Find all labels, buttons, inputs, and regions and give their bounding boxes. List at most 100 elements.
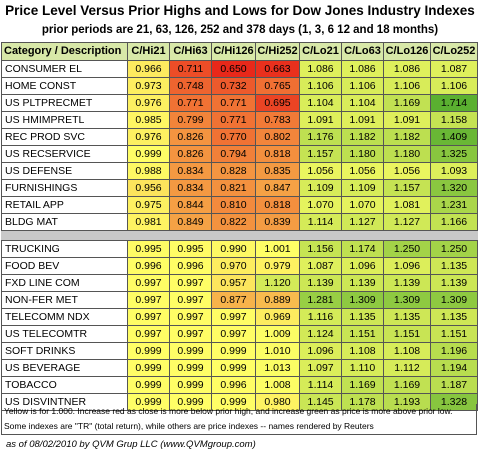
row-value-cell: 1.157 (299, 145, 342, 163)
row-value-cell: 1.056 (299, 162, 342, 180)
row-value-cell: 0.783 (255, 111, 300, 129)
row-value-cell: 1.109 (299, 179, 342, 197)
header-c-hi63: C/Hi63 (169, 42, 212, 61)
row-value-cell: 1.001 (255, 240, 300, 258)
row-value-cell: 0.839 (255, 213, 300, 231)
header-c-lo21: C/Lo21 (299, 42, 342, 61)
row-category: US BEVERAGE (1, 359, 128, 377)
row-value-cell: 1.114 (299, 376, 342, 394)
row-value-cell: 0.981 (127, 213, 170, 231)
table-row: TRUCKING 0.995 0.995 0.990 1.001 1.156 1.174 1.… (1, 240, 478, 258)
row-value-cell: 0.770 (211, 128, 256, 146)
row-value-cell: 1.176 (299, 128, 342, 146)
row-value-cell: 0.650 (211, 60, 256, 78)
row-value-cell: 0.988 (127, 162, 170, 180)
row-value-cell: 0.999 (127, 342, 170, 360)
row-value-cell: 1.328 (430, 393, 478, 411)
row-value-cell: 0.834 (169, 179, 212, 197)
row-value-cell: 0.996 (169, 257, 212, 275)
row-value-cell: 1.070 (341, 196, 384, 214)
table-row: BLDG MAT 0.981 0.849 0.822 0.839 1.114 1.127 1.… (1, 213, 478, 231)
row-value-cell: 1.187 (430, 376, 478, 394)
row-value-cell: 1.158 (430, 111, 478, 129)
row-value-cell: 1.169 (383, 376, 431, 394)
row-value-cell: 1.106 (383, 77, 431, 95)
row-value-cell: 1.135 (383, 308, 431, 326)
color-note: Yellow is for 1.000. Increase red as clo… (1, 404, 477, 435)
row-value-cell: 0.711 (169, 60, 212, 78)
row-value-cell: 0.975 (127, 196, 170, 214)
row-value-cell: 0.802 (255, 128, 300, 146)
header-c-lo63: C/Lo63 (341, 42, 384, 61)
row-value-cell: 1.325 (430, 145, 478, 163)
row-value-cell: 1.182 (341, 128, 384, 146)
row-value-cell: 0.995 (169, 240, 212, 258)
row-value-cell: 1.151 (341, 325, 384, 343)
color-note-line1: Yellow is for 1.000. Increase red as clo… (4, 406, 453, 416)
row-value-cell: 1.309 (430, 291, 478, 309)
row-category: RETAIL APP (1, 196, 128, 214)
row-value-cell: 1.106 (341, 77, 384, 95)
row-value-cell: 1.091 (341, 111, 384, 129)
row-value-cell: 0.997 (211, 325, 256, 343)
row-value-cell: 0.999 (169, 376, 212, 394)
row-value-cell: 0.999 (127, 145, 170, 163)
row-value-cell: 1.169 (341, 376, 384, 394)
row-value-cell: 1.139 (299, 274, 342, 292)
row-value-cell: 1.070 (299, 196, 342, 214)
row-category: TRUCKING (1, 240, 128, 258)
table-row: RETAIL APP 0.975 0.844 0.810 0.818 1.070 1.070… (1, 196, 478, 214)
row-value-cell: 1.097 (299, 359, 342, 377)
table-row: US DISVINTNER 0.999 0.999 0.999 0.980 1.145 1.… (1, 393, 478, 411)
page-title: Price Level Versus Prior Highs and Lows … (5, 3, 475, 18)
row-value-cell: 0.997 (169, 308, 212, 326)
table-row: SOFT DRINKS 0.999 0.999 0.999 1.010 1.096 1.10… (1, 342, 478, 360)
row-value-cell: 0.889 (255, 291, 300, 309)
row-value-cell: 0.663 (255, 60, 300, 78)
row-value-cell: 0.999 (211, 393, 256, 411)
row-value-cell: 0.976 (127, 94, 170, 112)
row-value-cell: 1.409 (430, 128, 478, 146)
row-value-cell: 1.139 (383, 274, 431, 292)
table-row: TELECOMM NDX 0.997 0.997 0.997 0.969 1.116 1.1… (1, 308, 478, 326)
row-value-cell: 1.114 (299, 213, 342, 231)
row-value-cell: 1.281 (299, 291, 342, 309)
table-row: FURNISHINGS 0.956 0.834 0.821 0.847 1.109 1.10… (1, 179, 478, 197)
row-value-cell: 0.695 (255, 94, 300, 112)
row-value-cell: 1.086 (341, 60, 384, 78)
row-value-cell: 0.818 (255, 196, 300, 214)
row-category: FXD LINE COM (1, 274, 128, 292)
row-value-cell: 1.151 (383, 325, 431, 343)
row-value-cell: 0.980 (255, 393, 300, 411)
row-category: FOOD BEV (1, 257, 128, 275)
row-value-cell: 0.821 (211, 179, 256, 197)
table-header-row: Category / Description C/Hi21 C/Hi63 C/H… (1, 42, 478, 61)
row-value-cell: 1.231 (430, 196, 478, 214)
row-category: US PLTPRECMET (1, 94, 128, 112)
row-value-cell: 1.169 (383, 94, 431, 112)
row-value-cell: 1.108 (383, 342, 431, 360)
row-value-cell: 1.193 (383, 393, 431, 411)
row-value-cell: 1.087 (299, 257, 342, 275)
row-value-cell: 0.835 (255, 162, 300, 180)
row-value-cell: 1.104 (341, 94, 384, 112)
group-separator-cell (1, 230, 478, 241)
row-value-cell: 1.010 (255, 342, 300, 360)
row-value-cell: 1.127 (341, 213, 384, 231)
row-value-cell: 1.139 (341, 274, 384, 292)
row-value-cell: 1.182 (383, 128, 431, 146)
table-row: FXD LINE COM 0.997 0.997 0.957 1.120 1.139 1.1… (1, 274, 478, 292)
row-value-cell: 1.013 (255, 359, 300, 377)
row-value-cell: 0.985 (127, 111, 170, 129)
row-value-cell: 0.973 (127, 77, 170, 95)
row-value-cell: 1.109 (341, 179, 384, 197)
industry-table: Category / Description C/Hi21 C/Hi63 C/H… (1, 42, 478, 411)
row-value-cell: 0.844 (169, 196, 212, 214)
row-category: US DEFENSE (1, 162, 128, 180)
row-value-cell: 0.810 (211, 196, 256, 214)
table-row: US RECSERVICE 0.999 0.826 0.794 0.818 1.157 1.… (1, 145, 478, 163)
table-row: US DEFENSE 0.988 0.834 0.828 0.835 1.056 1.056… (1, 162, 478, 180)
row-value-cell: 1.112 (383, 359, 431, 377)
row-value-cell: 1.091 (383, 111, 431, 129)
row-value-cell: 0.997 (127, 308, 170, 326)
